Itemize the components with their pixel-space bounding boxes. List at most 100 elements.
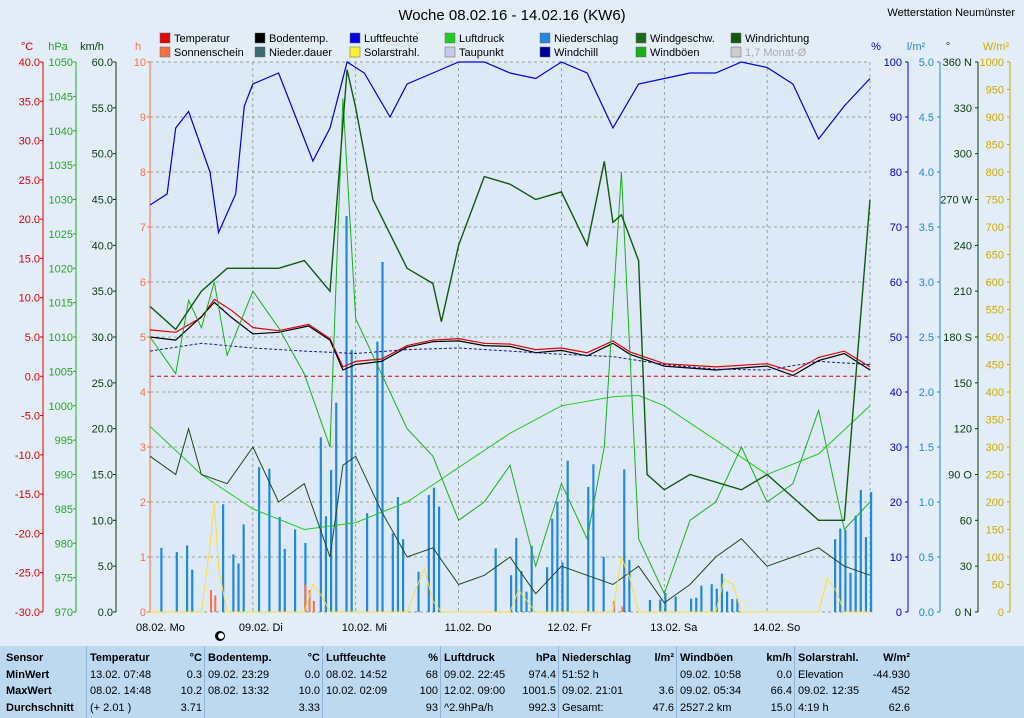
stats-value-row: Elevation -44.930 <box>798 667 910 684</box>
hours-axis-label: 1 <box>140 552 146 564</box>
stats-when: 10.02. 02:09 <box>326 685 388 697</box>
stats-separator <box>558 646 559 718</box>
stats-col-header: Temperatur °C <box>90 650 202 667</box>
stats-value: 47.6 <box>652 701 674 714</box>
stats-col-temperatur: Temperatur °C 13.02. 07:48 0.3 08.02. 14:48 1… <box>90 650 202 716</box>
hpa-axis-label: 995 <box>55 435 73 447</box>
precip-bar <box>700 585 703 612</box>
legend-label: Windrichtung <box>745 33 809 45</box>
stats-col-header: Bodentemp. °C <box>208 650 320 667</box>
wm2-axis-label: 250 <box>986 470 1004 482</box>
stats-separator <box>440 646 441 718</box>
temp-axis-label: 5.0 <box>25 332 40 344</box>
lm2-axis-label: 1.5 <box>919 442 934 454</box>
stats-col-header: Luftfeuchte% <box>326 650 438 667</box>
precip-bar <box>402 539 405 612</box>
precip-bar <box>242 524 245 612</box>
wm2-axis-label: 1000 <box>980 57 1004 69</box>
hpa-axis-label: 1050 <box>49 57 73 69</box>
wm2-axis-label: 200 <box>986 497 1004 509</box>
precip-bar <box>710 584 713 612</box>
legend-swatch <box>159 32 171 44</box>
kmh-axis-label: 55.0 <box>92 103 113 115</box>
station-name: Wetterstation Neumünster <box>887 7 1015 19</box>
temp-axis-label: 40.0 <box>19 57 40 69</box>
stats-value: 3.71 <box>180 701 202 714</box>
sunshine-bar <box>214 595 217 612</box>
legend-swatch <box>254 32 266 44</box>
stats-value: 66.4 <box>770 685 792 697</box>
stats-label-max: MaxWert <box>6 685 52 697</box>
stats-col-title: Luftfeuchte <box>326 652 386 664</box>
legend-swatch <box>635 32 647 44</box>
chart-title: Woche 08.02.16 - 14.02.16 (KW6) <box>398 7 625 24</box>
day-label: 09.02. Di <box>239 622 283 634</box>
legend-label: Taupunkt <box>459 47 504 59</box>
stats-col-unit: hPa <box>535 652 556 664</box>
stats-col-unit: l/m² <box>654 652 674 664</box>
wm2-axis-label: 950 <box>986 85 1004 97</box>
wm2-axis-label: 850 <box>986 140 1004 152</box>
precip-bar <box>870 492 873 612</box>
pct-axis-label: 20 <box>890 497 902 509</box>
precip-bar <box>530 545 533 612</box>
pct-axis-label: 80 <box>890 167 902 179</box>
hpa-axis-label: 1000 <box>49 401 73 413</box>
wm2-axis-label: 700 <box>986 222 1004 234</box>
precip-bar <box>556 501 559 612</box>
legend-label: Niederschlag <box>554 33 618 45</box>
precip-bar <box>648 600 652 612</box>
precip-bar <box>674 596 677 612</box>
stats-value-row: 10.02. 02:09 100 <box>326 683 438 700</box>
legend-swatch <box>539 32 551 44</box>
deg-axis-label: 240 <box>954 240 972 252</box>
sunshine-bar <box>304 584 307 612</box>
temp-axis-label: 20.0 <box>19 214 40 226</box>
day-label: 12.02. Fr <box>547 622 591 634</box>
stats-value-row: (+ 2.01 ) 3.71 <box>90 700 202 717</box>
weather-chart: 40.035.030.025.020.015.010.05.00.0-5.0-1… <box>15 7 1015 641</box>
legend-label: Windböen <box>650 47 700 59</box>
stats-when: 4:19 h <box>798 701 829 714</box>
temp-axis-label: -25.0 <box>15 568 40 580</box>
temp-axis-label: -10.0 <box>15 450 40 462</box>
precip-bar <box>438 506 441 612</box>
stats-when: 09.02. 05:34 <box>680 685 742 697</box>
precip-bar <box>525 591 528 612</box>
precip-bar <box>381 262 384 612</box>
pct-axis-label: 0 <box>896 607 902 619</box>
hours-axis-label: 3 <box>140 442 146 454</box>
kmh-axis-label: 20.0 <box>92 424 113 436</box>
wm2-axis-label: 900 <box>986 112 1004 124</box>
stats-value-row: Gesamt: 47.6 <box>562 700 674 717</box>
sunshine-bar <box>621 606 624 612</box>
legend-swatch <box>539 46 551 58</box>
stats-when: 08.02. 13:32 <box>208 685 270 697</box>
precip-bar <box>659 599 662 612</box>
series-windrichtung <box>149 69 871 521</box>
hours-axis-label: 10 <box>134 57 146 69</box>
wm2-axis-label: 350 <box>986 415 1004 427</box>
stats-when: 2527.2 km <box>680 701 732 714</box>
temp-axis-label: 35.0 <box>19 96 40 108</box>
stats-value: 3.6 <box>658 685 674 697</box>
legend-swatch <box>159 46 171 58</box>
unit-lm2: l/m² <box>907 41 926 53</box>
day-label: 14.02. So <box>753 622 800 634</box>
temp-axis-label: 25.0 <box>19 175 40 187</box>
stats-value-row: 08.02. 13:32 10.0 <box>208 683 320 700</box>
stats-col-unit: km/h <box>766 652 792 664</box>
pct-axis-label: 90 <box>890 112 902 124</box>
temp-axis-label: -15.0 <box>15 489 40 501</box>
hpa-axis-label: 1010 <box>49 332 73 344</box>
stats-col-unit: % <box>428 652 438 664</box>
series-taupunkt <box>149 342 871 371</box>
precip-bar <box>859 489 862 612</box>
precip-bar <box>520 571 523 612</box>
hpa-axis-label: 1005 <box>49 366 73 378</box>
precip-bar <box>623 469 626 612</box>
deg-axis-label: 90 O <box>948 470 972 482</box>
stats-col-header: Solarstrahl. W/m² <box>798 650 910 667</box>
stats-when: 09.02. 22:45 <box>444 668 506 681</box>
legend-swatch <box>635 46 647 58</box>
